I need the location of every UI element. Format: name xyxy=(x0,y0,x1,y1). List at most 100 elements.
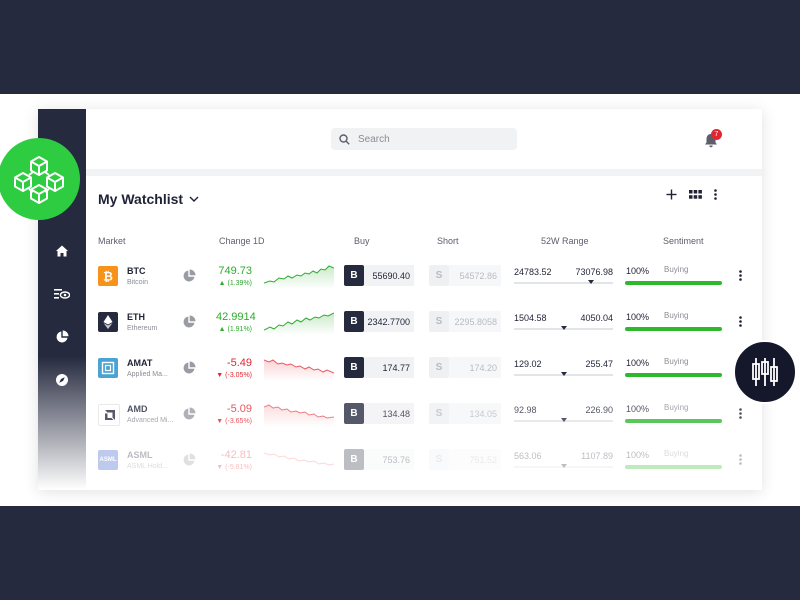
short-price[interactable]: 2295.8058 xyxy=(449,311,501,332)
svg-text:₿: ₿ xyxy=(103,270,113,284)
range-high: 4050.04 xyxy=(580,313,613,323)
market-name: Advanced Mi... xyxy=(127,417,174,424)
pie-chart-icon[interactable] xyxy=(182,361,196,375)
buy-price[interactable]: 2342.7700 xyxy=(364,311,414,332)
sentiment-label: Buying xyxy=(664,357,689,366)
buy-button[interactable]: B xyxy=(344,311,364,332)
top-bar: Search 7 xyxy=(86,109,762,169)
pie-chart-icon[interactable] xyxy=(182,453,196,467)
watchlist-icon[interactable] xyxy=(52,284,72,304)
sparkline-chart xyxy=(264,359,334,381)
blockchain-badge xyxy=(0,138,80,220)
short-price[interactable]: 751.52 xyxy=(449,449,501,470)
candlestick-icon xyxy=(752,358,778,386)
short-button[interactable]: S xyxy=(429,449,449,470)
short-button[interactable]: S xyxy=(429,357,449,378)
buy-price[interactable]: 134.48 xyxy=(364,403,414,424)
watchlist-row-amat[interactable]: AMAT Applied Ma... -5.49 ▼ (-3.05%) B 17… xyxy=(86,349,762,389)
app-window: Search 7 My Watchlist Market Change 1D B… xyxy=(38,109,762,490)
short-button[interactable]: S xyxy=(429,265,449,286)
market-name: Ethereum xyxy=(127,325,158,332)
buy-button[interactable]: B xyxy=(344,265,364,286)
change-value: -42.81 xyxy=(220,449,252,461)
column-header-change[interactable]: Change 1D xyxy=(219,236,265,246)
range-high: 255.47 xyxy=(585,359,613,369)
pie-chart-icon[interactable] xyxy=(182,315,196,329)
buy-button[interactable]: B xyxy=(344,403,364,424)
top-background-band xyxy=(0,0,800,94)
change-percent: ▼ (-5.81%) xyxy=(216,464,252,471)
sentiment-percent: 100% xyxy=(626,358,650,368)
short-price[interactable]: 134.05 xyxy=(449,403,501,424)
applied-materials-logo-icon xyxy=(98,358,118,378)
watchlist-row-eth[interactable]: ETH Ethereum 42.9914 ▲ (1.91%) B 2342.77… xyxy=(86,303,762,343)
buy-button[interactable]: B xyxy=(344,449,364,470)
buy-button[interactable]: B xyxy=(344,357,364,378)
sentiment-label: Buying xyxy=(664,311,689,320)
range-marker xyxy=(560,418,567,422)
chevron-down-icon xyxy=(189,196,199,202)
sparkline-chart xyxy=(264,404,334,427)
row-more-icon[interactable] xyxy=(739,270,742,281)
change-value: -5.09 xyxy=(226,403,252,415)
market-symbol: AMAT xyxy=(127,358,153,368)
watchlist-actions xyxy=(666,189,717,200)
add-icon[interactable] xyxy=(666,189,677,200)
column-header-short[interactable]: Short xyxy=(437,236,459,246)
discover-icon[interactable] xyxy=(52,370,72,390)
watchlist-row-btc[interactable]: ₿ BTC Bitcoin 749.73 ▲ (1.39%) B 55690.4… xyxy=(86,257,762,297)
pie-chart-icon[interactable] xyxy=(182,269,196,283)
watchlist-title[interactable]: My Watchlist xyxy=(98,191,199,207)
market-symbol: ETH xyxy=(127,312,145,322)
sentiment-bar xyxy=(625,465,722,469)
column-header-market[interactable]: Market xyxy=(98,236,126,246)
watchlist-row-asml[interactable]: ASML ASML ASML Hold... -42.81 ▼ (-5.81%)… xyxy=(86,441,762,481)
sentiment-bar xyxy=(625,281,722,285)
sentiment-percent: 100% xyxy=(626,266,650,276)
range-marker xyxy=(560,464,567,468)
sentiment-label: Buying xyxy=(664,265,689,274)
sentiment-bar xyxy=(625,327,722,331)
range-bar xyxy=(514,282,613,284)
range-low: 24783.52 xyxy=(514,267,552,277)
row-more-icon[interactable] xyxy=(739,316,742,327)
market-symbol: BTC xyxy=(127,266,146,276)
sentiment-label: Buying xyxy=(664,403,689,412)
sparkline-chart xyxy=(264,265,334,289)
short-price[interactable]: 174.20 xyxy=(449,357,501,378)
header-divider xyxy=(86,169,762,176)
change-percent: ▼ (-3.05%) xyxy=(216,372,252,379)
row-more-icon[interactable] xyxy=(739,454,742,465)
column-header-buy[interactable]: Buy xyxy=(354,236,370,246)
buy-price[interactable]: 753.76 xyxy=(364,449,414,470)
watchlist-row-amd[interactable]: AMD Advanced Mi... -5.09 ▼ (-3.65%) B 13… xyxy=(86,395,762,435)
range-low: 563.06 xyxy=(514,451,542,461)
search-input[interactable]: Search xyxy=(331,128,517,150)
market-symbol: ASML xyxy=(127,450,153,460)
short-button[interactable]: S xyxy=(429,311,449,332)
buy-price[interactable]: 55690.40 xyxy=(364,265,414,286)
row-more-icon[interactable] xyxy=(739,408,742,419)
bottom-background-band xyxy=(0,506,800,600)
portfolio-icon[interactable] xyxy=(52,327,72,347)
market-name: Applied Ma... xyxy=(127,371,168,378)
home-icon[interactable] xyxy=(52,241,72,261)
short-price[interactable]: 54572.86 xyxy=(449,265,501,286)
more-icon[interactable] xyxy=(714,189,717,200)
range-bar xyxy=(514,466,613,468)
pie-chart-icon[interactable] xyxy=(182,407,196,421)
column-header-sentiment[interactable]: Sentiment xyxy=(663,236,704,246)
sentiment-percent: 100% xyxy=(626,312,650,322)
amd-logo-icon xyxy=(98,404,120,426)
column-header-range[interactable]: 52W Range xyxy=(541,236,589,246)
buy-price[interactable]: 174.77 xyxy=(364,357,414,378)
range-low: 92.98 xyxy=(514,405,537,415)
change-percent: ▲ (1.91%) xyxy=(218,326,252,333)
asml-logo-icon: ASML xyxy=(98,450,118,470)
short-button[interactable]: S xyxy=(429,403,449,424)
sparkline-chart xyxy=(264,452,334,466)
search-icon xyxy=(339,133,350,145)
range-marker xyxy=(560,326,567,330)
sentiment-label: Buying xyxy=(664,449,689,458)
grid-view-icon[interactable] xyxy=(689,190,702,199)
